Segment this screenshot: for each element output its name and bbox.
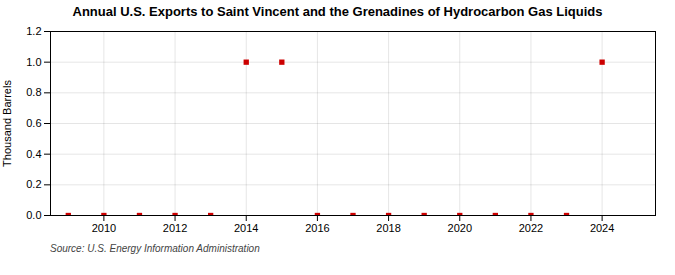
svg-text:0.6: 0.6 [26, 117, 41, 129]
svg-text:Thousand Barrels: Thousand Barrels [1, 80, 13, 167]
html-text:Source: U.S. Energy Informatio: Source: U.S. Energy Information Administ… [50, 243, 260, 254]
svg-text:1.2: 1.2 [26, 25, 41, 37]
svg-text:2010: 2010 [92, 222, 116, 234]
svg-text:0.0: 0.0 [26, 209, 41, 221]
html-text:Annual U.S. Exports to Saint V: Annual U.S. Exports to Saint Vincent and… [72, 4, 603, 19]
svg-text:0.2: 0.2 [26, 178, 41, 190]
svg-text:2020: 2020 [448, 222, 472, 234]
svg-text:2016: 2016 [305, 222, 329, 234]
svg-text:1.0: 1.0 [26, 56, 41, 68]
svg-text:2014: 2014 [234, 222, 258, 234]
svg-text:2018: 2018 [376, 222, 400, 234]
svg-text:2012: 2012 [163, 222, 187, 234]
svg-text:2024: 2024 [590, 222, 614, 234]
svg-text:0.8: 0.8 [26, 86, 41, 98]
svg-text:2022: 2022 [519, 222, 543, 234]
svg-text:0.4: 0.4 [26, 148, 41, 160]
